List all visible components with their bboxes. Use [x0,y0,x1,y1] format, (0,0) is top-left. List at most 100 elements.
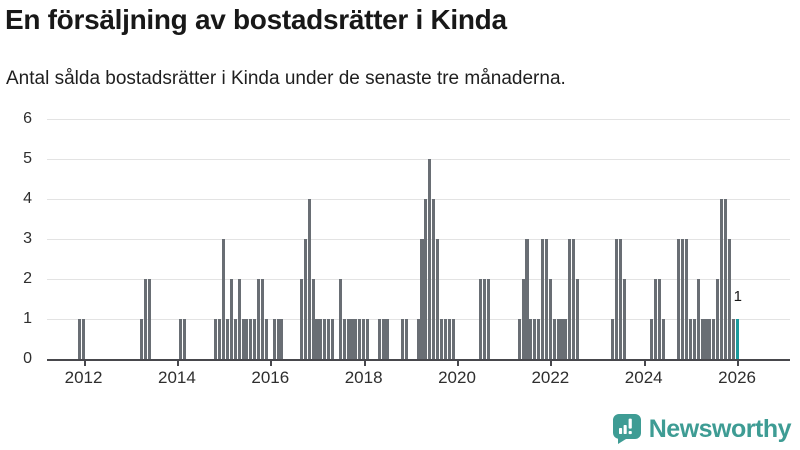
y-axis-label: 3 [23,230,32,247]
bar [560,319,564,359]
bar [233,319,237,359]
newsworthy-logo[interactable]: Newsworthy [612,412,792,446]
bar [416,319,420,359]
bar [338,279,342,359]
bar [661,319,665,359]
bar [183,319,187,359]
plot-area: 1 [47,119,790,361]
bar [272,319,276,359]
newsworthy-wordmark: Newsworthy [648,414,792,443]
bar [311,279,315,359]
bar [245,319,249,359]
bar [731,319,735,359]
bar [525,239,529,359]
bar [307,199,311,359]
bar [225,319,230,359]
bar [257,279,261,359]
bar [684,239,689,359]
x-axis-label: 2024 [624,368,663,387]
bar [712,319,716,359]
bar [716,279,720,359]
bar [568,239,572,359]
bar [688,319,692,359]
chart-subtitle: Antal sålda bostadsrätter i Kinda under … [6,68,566,89]
x-axis-label: 2022 [531,368,570,387]
bar [229,279,233,359]
bar [362,319,366,359]
bar [653,279,657,359]
bar [424,199,428,359]
bar [249,319,253,359]
bar [677,239,681,359]
bar-highlight [735,319,739,359]
bar [140,319,144,359]
y-axis-label: 6 [23,110,32,127]
bar [241,319,245,359]
bar [377,319,381,359]
bar [280,319,284,359]
y-axis-label: 1 [23,310,32,327]
bar [299,279,303,359]
bar [346,319,350,359]
bar [548,279,552,359]
bar [144,279,148,359]
bar [552,319,556,359]
bar [222,239,226,359]
x-axis-tick [270,361,273,366]
bar [564,319,568,359]
bar [350,319,354,359]
bar [451,319,455,359]
bar [432,199,436,359]
bar [237,279,241,359]
bar [541,239,545,359]
bar [82,319,86,359]
chart-title: En försäljning av bostadsrätter i Kinda [5,4,507,35]
x-axis-label: 2020 [438,368,476,387]
x-axis-label: 2026 [718,368,756,387]
bar [315,319,319,359]
bar [148,279,152,359]
x-axis-tick [643,361,646,366]
bar [611,319,615,359]
bar [696,279,700,359]
bar [529,319,533,359]
bar [556,319,560,359]
x-axis-tick [457,361,459,366]
bar [179,319,183,359]
bar [723,199,727,359]
bar [214,319,218,359]
bar [381,319,385,359]
bar [649,319,654,359]
bar [330,319,335,359]
highlight-value-label: 1 [733,288,742,305]
bar [708,319,712,359]
x-axis-label: 2016 [251,368,290,387]
bar [436,239,440,359]
bar [443,319,447,359]
y-axis-label: 4 [23,190,32,207]
bar [218,319,222,359]
bar [365,319,370,359]
bar [358,319,362,359]
bar [537,319,541,359]
gridline [47,198,790,200]
bar [323,319,327,359]
bar [657,279,661,359]
bar [692,319,696,359]
y-axis-labels: 0 1 2 3 4 5 6 [0,110,38,367]
bar [521,279,525,359]
x-axis-label: 2014 [158,368,196,387]
x-axis-labels: 2012 2014 2016 2018 2020 2022 2024 2026 [47,361,790,395]
x-axis-label: 2012 [64,368,103,387]
bar [486,279,490,359]
x-axis-label: 2018 [344,368,383,387]
bar [572,239,576,359]
bar [276,319,280,359]
y-axis-label: 5 [23,150,32,167]
x-axis-tick [550,361,553,366]
bar [260,279,265,359]
bar [342,319,346,359]
bar [719,199,724,359]
bar [447,319,451,359]
bar [420,239,424,359]
